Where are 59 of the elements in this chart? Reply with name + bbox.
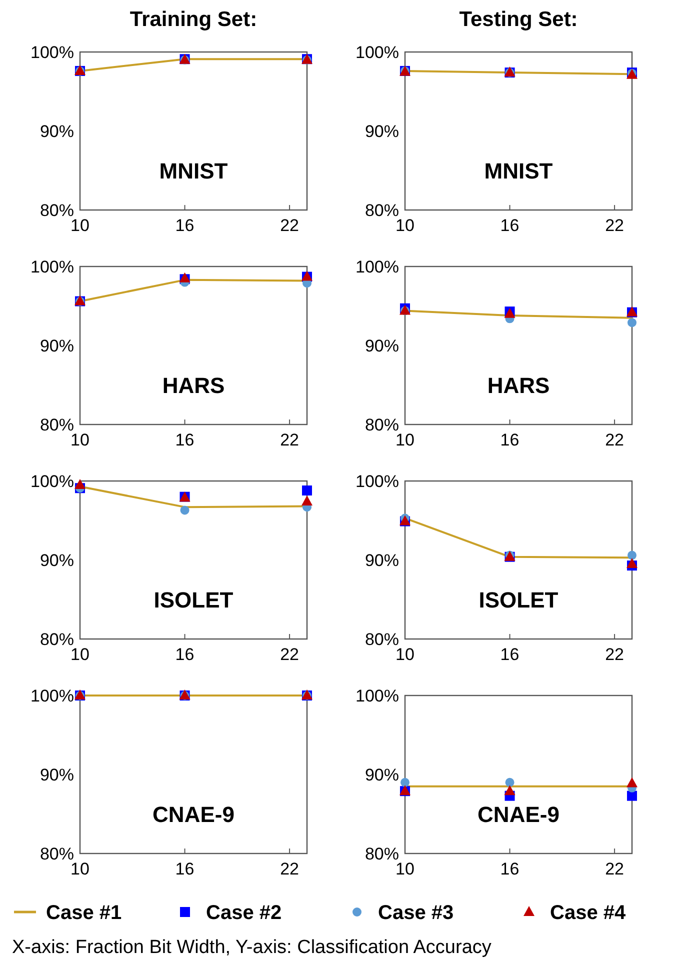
legend-label: Case #3 [378, 902, 454, 924]
x-tick-label: 16 [500, 860, 520, 878]
y-tick-label: 100% [30, 686, 74, 706]
point [626, 558, 638, 568]
annotation: MNIST [159, 158, 228, 184]
y-tick-label: 90% [40, 766, 74, 784]
x-tick-label: 16 [175, 645, 194, 664]
legend-label: Case #1 [46, 902, 122, 924]
y-tick-label: 90% [364, 336, 399, 356]
annotation: CNAE-9 [478, 802, 560, 827]
y-tick-label: 90% [364, 122, 399, 141]
y-tick-label: 100% [356, 686, 399, 706]
point [74, 478, 86, 489]
x-tick-label: 22 [605, 860, 624, 878]
point [302, 485, 312, 496]
legend-label: Case #2 [206, 902, 282, 924]
x-tick-label: 16 [175, 860, 194, 878]
annotation: ISOLET [154, 587, 234, 612]
annotation: ISOLET [478, 587, 559, 612]
annotation: CNAE-9 [152, 802, 234, 827]
x-tick-label: 16 [500, 645, 520, 664]
point [627, 790, 637, 801]
point [505, 778, 514, 787]
y-tick-label: 90% [40, 122, 74, 141]
y-tick-label: 100% [356, 258, 399, 276]
y-tick-label: 90% [40, 551, 74, 570]
y-tick-label: 100% [356, 43, 399, 62]
y-tick-label: 100% [30, 258, 74, 276]
x-tick-label: 16 [175, 430, 194, 450]
x-tick-label: 22 [280, 216, 299, 235]
point [400, 778, 410, 787]
y-tick-label: 90% [364, 551, 399, 570]
x-tick-label: 22 [605, 216, 624, 235]
annotation: MNIST [484, 158, 554, 184]
point [626, 777, 638, 788]
chart-title: Testing Set: [459, 8, 578, 31]
x-tick-label: 22 [280, 430, 299, 450]
y-tick-label: 100% [30, 43, 74, 62]
point [628, 550, 636, 560]
y-tick-label: 90% [40, 336, 74, 356]
x-tick-label: 22 [605, 645, 624, 664]
x-tick-label: 22 [605, 430, 624, 450]
x-tick-label: 16 [500, 430, 520, 450]
x-tick-label: 16 [500, 216, 520, 235]
chart-title: Training Set: [130, 8, 258, 31]
annotation: HARS [487, 372, 550, 398]
y-tick-label: 90% [364, 766, 399, 784]
y-tick-label: 100% [356, 472, 399, 491]
y-tick-label: 100% [30, 472, 74, 491]
point [180, 506, 190, 515]
text: X-axis: Fraction Bit Width, Y-axis: Classification Accuracy [12, 937, 492, 958]
legend-label: Case #4 [550, 902, 626, 924]
x-tick-label: 22 [280, 645, 299, 664]
x-tick-label: 22 [280, 860, 299, 878]
x-tick-label: 16 [175, 216, 194, 235]
point [628, 318, 636, 328]
point [504, 785, 516, 796]
point [302, 496, 312, 506]
annotation: HARS [162, 372, 225, 398]
